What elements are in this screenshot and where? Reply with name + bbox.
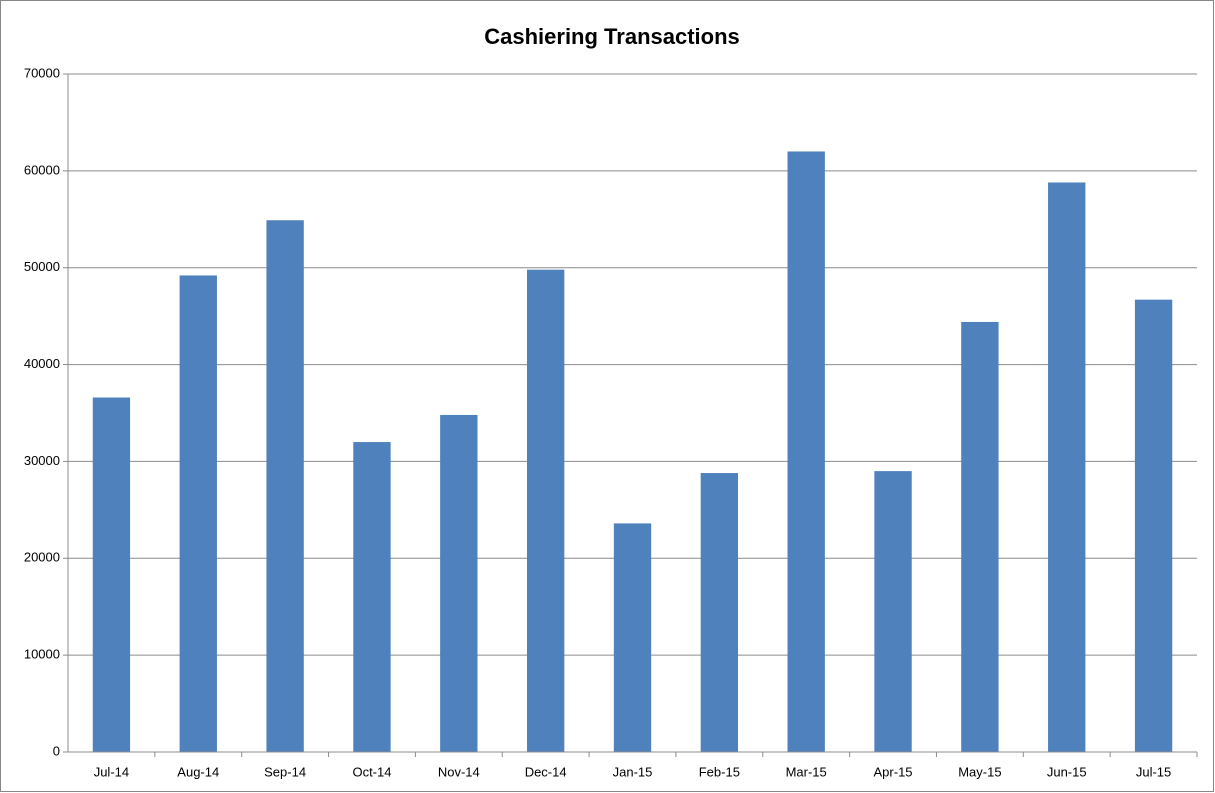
y-tick-label: 60000 [24,162,60,177]
y-tick-label: 10000 [24,647,60,662]
y-tick-label: 40000 [24,356,60,371]
x-tick-label: Dec-14 [525,764,567,779]
bar [179,275,217,752]
bar [787,151,825,752]
x-tick-label: Jul-15 [1136,764,1171,779]
bar [1134,299,1173,752]
bar [874,471,912,752]
x-tick-label: Oct-14 [352,764,391,779]
x-tick-label: Apr-15 [874,764,913,779]
bar [353,442,391,752]
y-tick-label: 20000 [24,550,60,565]
bar [266,220,304,753]
x-tick-label: Nov-14 [438,764,480,779]
x-tick-label: Mar-15 [786,764,827,779]
bar [92,397,131,752]
bar [613,523,652,752]
y-tick-label: 30000 [24,453,60,468]
bar [961,321,999,752]
bar [1048,182,1086,753]
x-tick-label: Aug-14 [177,764,219,779]
x-tick-label: Feb-15 [699,764,740,779]
bar [700,473,739,752]
bar [440,414,478,752]
x-tick-label: Jun-15 [1047,764,1087,779]
y-tick-label: 50000 [24,259,60,274]
chart-title: Cashiering Transactions [484,24,740,49]
y-tick-label: 70000 [24,65,60,80]
x-tick-label: May-15 [958,764,1001,779]
x-tick-label: Jan-15 [613,764,653,779]
x-tick-label: Jul-14 [94,764,129,779]
x-tick-label: Sep-14 [264,764,306,779]
y-tick-label: 0 [53,743,60,758]
bar [526,269,565,752]
